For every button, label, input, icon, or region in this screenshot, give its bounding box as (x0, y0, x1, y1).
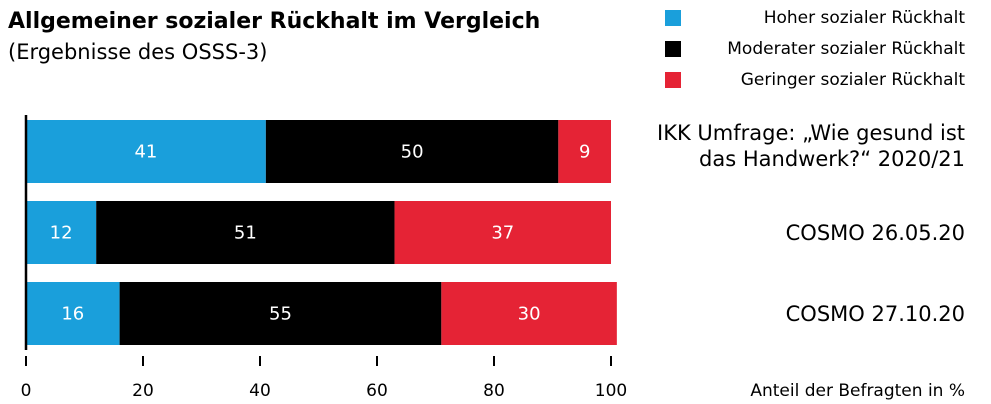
chart-title: Allgemeiner sozialer Rückhalt im Verglei… (8, 9, 540, 34)
bar-segment (558, 120, 611, 183)
bar-segment (96, 201, 395, 264)
data-label: 50 (401, 142, 424, 163)
legend-label: Moderater sozialer Rückhalt (727, 39, 965, 59)
data-label: 41 (134, 142, 157, 163)
chart-subtitle: (Ergebnisse des OSSS-3) (8, 40, 267, 64)
data-label: 37 (491, 223, 514, 244)
bar-segment (26, 282, 120, 345)
bar-segment (394, 201, 611, 264)
x-tick-label: 60 (366, 381, 388, 401)
legend-label: Hoher sozialer Rückhalt (764, 8, 966, 28)
x-tick-label: 0 (21, 381, 32, 401)
bar-segment (265, 120, 559, 183)
data-label: 51 (234, 223, 257, 244)
legend-swatch (665, 10, 681, 26)
data-label: 55 (269, 304, 292, 325)
bar-segment (26, 201, 97, 264)
data-label: 16 (61, 304, 84, 325)
legend-swatch (665, 41, 681, 57)
x-tick-label: 40 (249, 381, 271, 401)
legend-label: Geringer sozialer Rückhalt (741, 70, 966, 90)
category-label: IKK Umfrage: „Wie gesund ist das Handwer… (657, 120, 965, 171)
category-label: COSMO 27.10.20 (785, 301, 965, 326)
bar-segment (119, 282, 442, 345)
legend-swatch (665, 72, 681, 88)
data-label: 9 (579, 142, 590, 163)
x-tick-label: 20 (132, 381, 154, 401)
x-tick-label: 100 (595, 381, 627, 401)
bar-segment (441, 282, 617, 345)
category-label: COSMO 26.05.20 (785, 220, 965, 245)
data-label: 12 (50, 223, 73, 244)
bar-segment (26, 120, 266, 183)
x-axis-label: Anteil der Befragten in % (750, 381, 965, 401)
data-label: 30 (518, 304, 541, 325)
x-tick-label: 80 (483, 381, 505, 401)
